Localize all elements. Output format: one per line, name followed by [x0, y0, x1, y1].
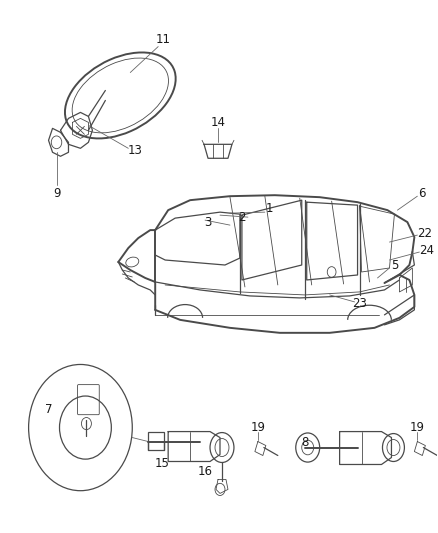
Text: 8: 8	[301, 436, 308, 449]
Text: 2: 2	[238, 211, 246, 224]
Text: 11: 11	[155, 33, 171, 46]
Text: 24: 24	[419, 244, 434, 256]
Text: 14: 14	[211, 116, 226, 129]
Text: 7: 7	[45, 403, 52, 416]
Text: 19: 19	[410, 421, 425, 434]
Text: 5: 5	[391, 259, 398, 271]
Text: 23: 23	[352, 297, 367, 310]
Text: 6: 6	[419, 187, 426, 200]
Text: 13: 13	[128, 144, 143, 157]
Text: 15: 15	[155, 457, 170, 470]
Text: 3: 3	[205, 216, 212, 229]
Text: 9: 9	[53, 187, 60, 200]
Text: 1: 1	[266, 201, 274, 215]
Text: 16: 16	[198, 465, 212, 478]
Text: 19: 19	[251, 421, 265, 434]
Text: 22: 22	[417, 227, 432, 240]
